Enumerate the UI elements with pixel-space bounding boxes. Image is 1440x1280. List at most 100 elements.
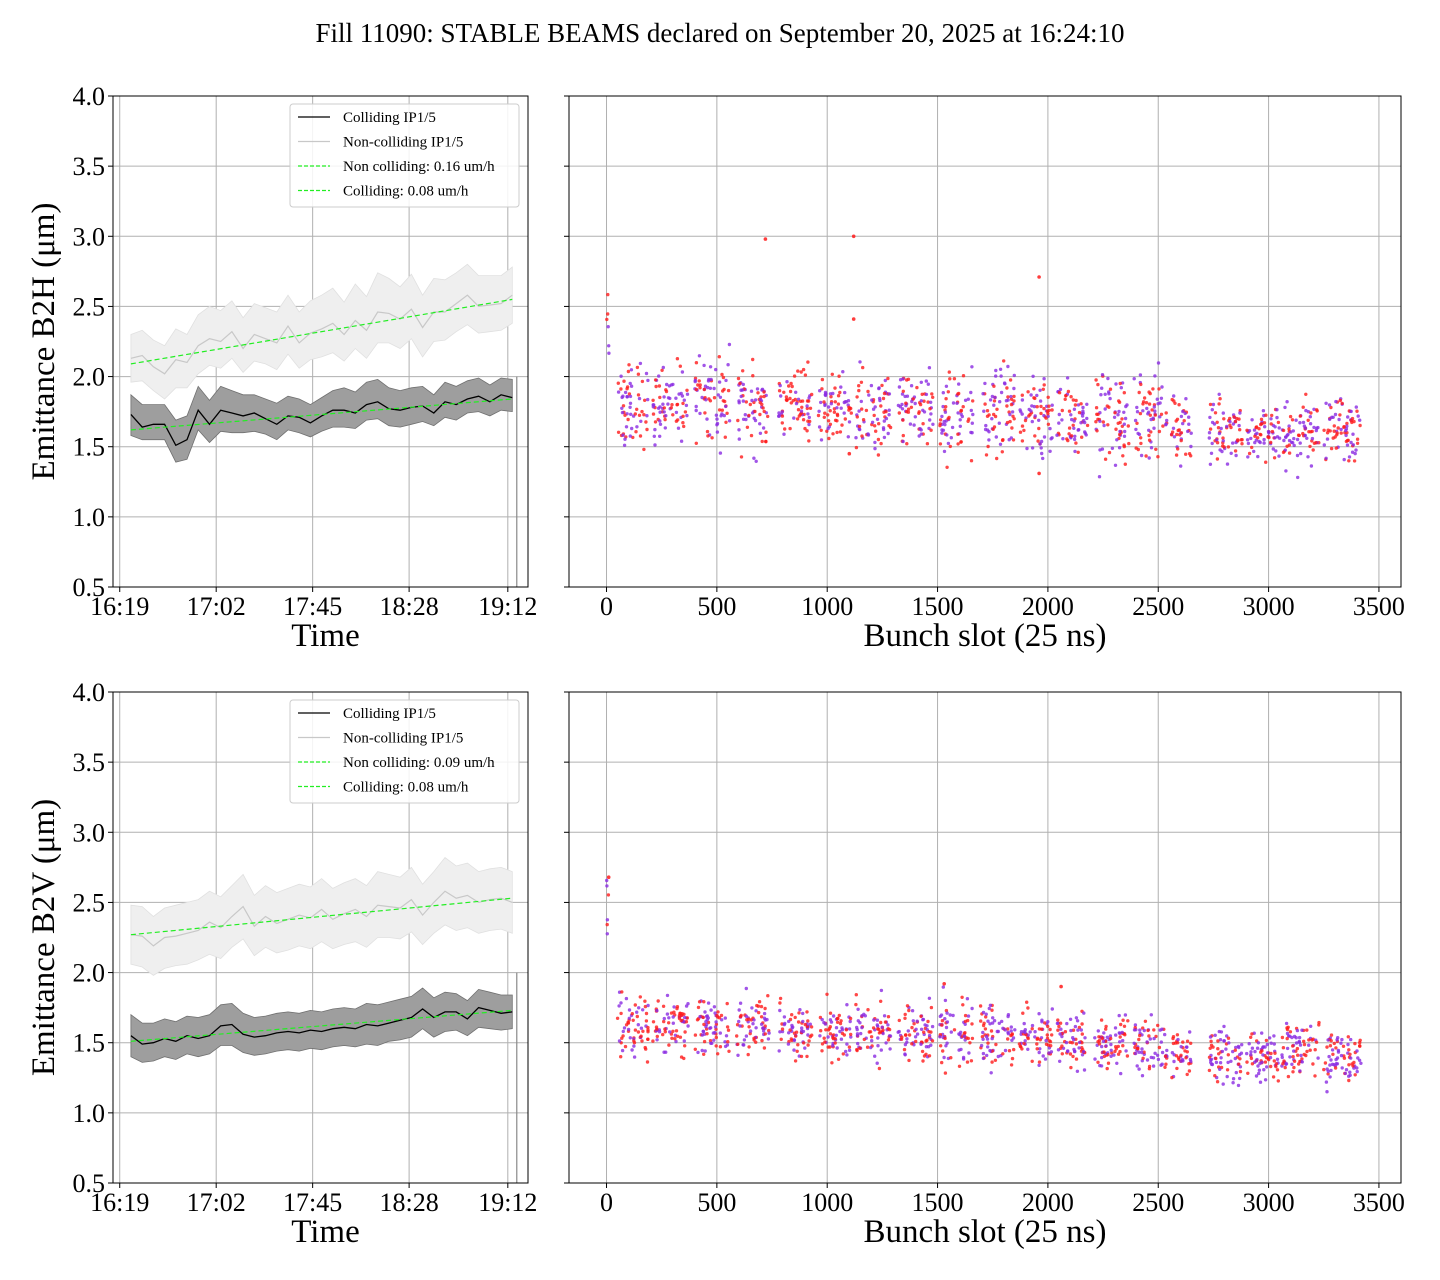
bunch-point (924, 1045, 929, 1049)
bunch-point (706, 1001, 711, 1005)
bunch-point (1220, 449, 1224, 454)
bunch-point (837, 374, 841, 378)
bunch-point (939, 1044, 943, 1048)
y-tick-label: 3.5 (73, 748, 106, 777)
bunch-point (1149, 446, 1154, 450)
bunch-point (920, 1049, 925, 1054)
bunch-point (1302, 1042, 1307, 1047)
bunch-point (628, 394, 633, 399)
bunch-point (669, 406, 673, 410)
bunch-point (836, 1057, 841, 1062)
bunch-point (1164, 1062, 1168, 1066)
bunch-point (883, 1020, 888, 1024)
bunch-point (739, 455, 744, 459)
non-colliding-line (130, 294, 513, 375)
bunch-point (846, 435, 850, 439)
bunch-point (1126, 424, 1131, 428)
bunch-point (1068, 1017, 1073, 1021)
bunch-point (992, 1019, 997, 1023)
bunch-point (1339, 1041, 1343, 1045)
bunch-point (1147, 1034, 1151, 1038)
bunch-point (819, 400, 823, 405)
bunch-point (1298, 414, 1303, 418)
bunch-point (1147, 438, 1152, 442)
bunch-point (1042, 383, 1046, 387)
bunch-point (755, 1003, 759, 1008)
bunch-point (1355, 437, 1360, 441)
bunch-point (816, 413, 821, 418)
bunch-point (1355, 1069, 1359, 1074)
bunch-point (1073, 403, 1078, 407)
bunch-point (713, 1025, 718, 1029)
bunch-point (606, 893, 611, 897)
bunch-point (1009, 394, 1013, 399)
bunch-point (829, 395, 833, 399)
bunch-point (631, 435, 635, 440)
bunch-point (710, 1041, 714, 1046)
bunch-point (1226, 1060, 1230, 1065)
bunch-point (1046, 414, 1050, 418)
bunch-point (1121, 1018, 1125, 1022)
bunch-point (1247, 1042, 1251, 1046)
bunch-point (1292, 1049, 1296, 1053)
bunch-point (869, 1045, 873, 1050)
bunch-point (1139, 382, 1143, 387)
bunch-point (605, 918, 610, 922)
y-axis-label: Emittance B2V (μm) (26, 799, 62, 1076)
bunch-point (1237, 1062, 1241, 1066)
bunch-point (1238, 411, 1242, 415)
bunch-point (1254, 1074, 1259, 1078)
bunch-point (886, 1038, 891, 1042)
bunch-point (749, 389, 754, 393)
bunch-point (1107, 392, 1111, 396)
bunch-point (1216, 1047, 1220, 1051)
bunch-point (738, 1001, 743, 1005)
bunch-point (1264, 460, 1268, 464)
bunch-point (959, 409, 963, 413)
bunch-point (835, 406, 839, 410)
bunch-point (926, 1019, 930, 1024)
bunch-point (1246, 1071, 1250, 1076)
bunch-point (1147, 456, 1151, 460)
bunch-point (635, 425, 639, 429)
bunch-point (1291, 1055, 1295, 1059)
bunch-point (1249, 1053, 1253, 1057)
bunch-point (1049, 437, 1053, 441)
bunch-point (997, 421, 1001, 425)
bunch-point (1174, 1054, 1179, 1058)
bunch-point (1301, 420, 1306, 425)
bunch-point (1324, 1080, 1329, 1084)
bunch-point (801, 1011, 805, 1016)
bunch-point (605, 317, 609, 322)
bunch-point (859, 1031, 863, 1036)
bunch-point (743, 413, 747, 417)
bunch-point (825, 429, 829, 433)
bunch-point (1263, 1060, 1268, 1064)
bunch-point (637, 396, 642, 401)
bunch-point (843, 390, 847, 395)
bunch-point (1245, 438, 1250, 442)
bunch-point (913, 415, 917, 419)
bunch-point (1285, 444, 1289, 448)
bunch-point (698, 386, 702, 390)
bunch-point (1011, 414, 1015, 418)
bunch-point (701, 1029, 706, 1034)
bunch-point (1212, 422, 1217, 426)
bunch-point (828, 409, 832, 413)
bunch-point (663, 1030, 667, 1034)
bunch-point (748, 402, 752, 407)
bunch-point (1124, 1049, 1128, 1053)
bunch-point (715, 423, 719, 427)
bunch-point (1010, 1032, 1014, 1036)
bunch-point (1179, 1053, 1183, 1058)
bunch-point (930, 392, 934, 396)
bunch-point (1020, 439, 1025, 443)
bunch-point (1340, 401, 1344, 406)
bunch-point (1216, 1039, 1220, 1043)
bunch-point (752, 1036, 756, 1041)
bunch-point (719, 1013, 724, 1018)
bunch-point (930, 1024, 935, 1029)
bunch-point (726, 363, 730, 367)
bunch-point (1122, 422, 1127, 426)
bunch-point (970, 1006, 974, 1011)
